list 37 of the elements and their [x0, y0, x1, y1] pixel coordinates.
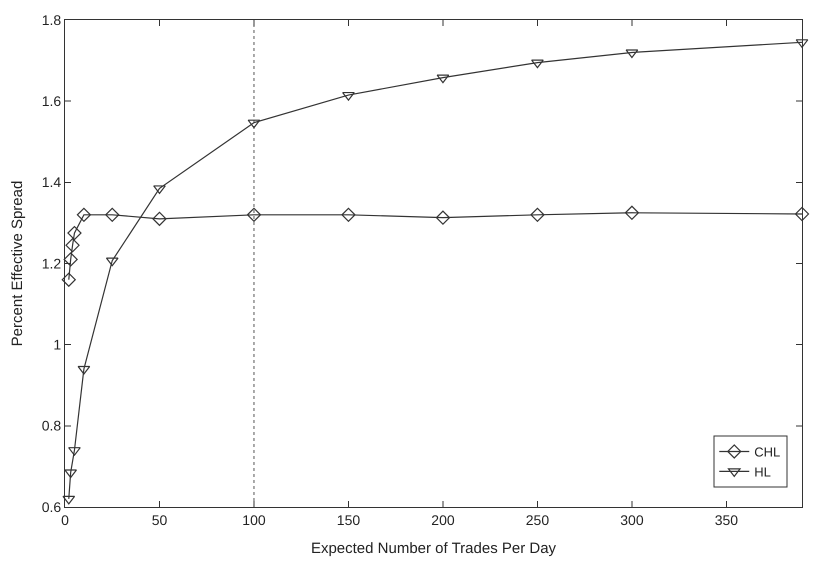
- point: [78, 366, 90, 375]
- point: [64, 469, 78, 478]
- point: [152, 212, 167, 226]
- point: [67, 226, 82, 240]
- x-tick-label: 350: [714, 512, 738, 528]
- y-tick-label: 1: [53, 336, 62, 353]
- x-axis-title: Expected Number of Trades Per Day: [310, 540, 557, 557]
- point: [65, 238, 80, 252]
- y-axis-title: Percent Effective Spread: [8, 180, 26, 346]
- x-tick-label: 0: [61, 512, 70, 528]
- x-tick-label: 200: [431, 512, 455, 528]
- y-tick-label: 1.6: [42, 93, 62, 110]
- y-tick-label: 0.8: [42, 418, 62, 434]
- x-tick-label: 100: [242, 512, 266, 528]
- x-tick-label: 300: [620, 512, 644, 528]
- x-tick-label: 250: [526, 512, 550, 528]
- point: [105, 208, 120, 222]
- point: [62, 272, 76, 287]
- legend-label: CHL: [754, 444, 780, 460]
- point: [341, 208, 356, 222]
- point: [246, 208, 262, 222]
- point: [342, 92, 355, 101]
- point: [794, 206, 810, 222]
- y-tick-label: 1.2: [42, 255, 62, 272]
- point: [436, 210, 450, 225]
- legend-label: HL: [754, 464, 771, 480]
- point: [76, 208, 91, 222]
- x-tick-label: 150: [336, 512, 360, 528]
- y-tick-label: 1.4: [42, 174, 62, 190]
- y-tick-label: 1.8: [42, 12, 62, 28]
- point: [64, 252, 78, 267]
- y-tick-label: 0.6: [42, 498, 62, 515]
- x-tick-label: 50: [152, 512, 168, 528]
- point: [624, 206, 640, 220]
- point: [530, 208, 545, 222]
- point: [153, 185, 166, 194]
- point: [626, 49, 638, 58]
